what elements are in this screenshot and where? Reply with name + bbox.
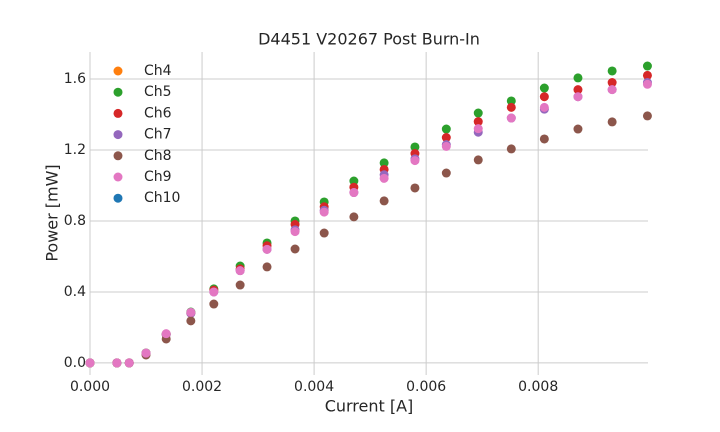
legend-label: Ch5 [144,84,172,100]
y-tick-label: 0.8 [64,213,86,229]
legend-marker [113,193,123,203]
data-point [607,66,617,76]
data-point [473,117,483,127]
x-tick-label: 0.004 [294,379,334,395]
data-point [573,85,583,95]
data-point [539,92,549,102]
data-point [379,173,389,183]
y-tick-label: 0.0 [64,355,86,371]
data-point [349,188,359,198]
data-point [85,358,95,368]
data-point [349,212,359,222]
data-point [141,348,151,358]
legend-label: Ch9 [144,169,172,185]
legend-label: Ch10 [144,190,180,206]
data-point [186,307,196,317]
data-point [441,124,451,134]
data-point [319,207,329,217]
data-point [319,228,329,238]
data-point [290,227,300,237]
legend-marker [113,66,123,76]
data-point [410,142,420,152]
x-axis-label: Current [A] [325,397,414,416]
data-point [161,329,171,339]
y-tick-label: 1.6 [64,71,86,87]
data-point [506,113,516,123]
legend-label: Ch6 [144,105,172,121]
data-point [607,117,617,127]
legend-marker [113,87,123,97]
data-point [379,158,389,168]
data-point [262,244,272,254]
data-point [441,168,451,178]
data-point [539,134,549,144]
legend-marker [113,130,123,140]
legend-label: Ch7 [144,127,172,143]
data-point [379,196,389,206]
legend-marker [113,172,123,182]
data-point [473,108,483,118]
data-point [473,155,483,165]
data-point [262,262,272,272]
x-tick-label: 0.002 [182,379,222,395]
data-point [124,358,134,368]
legend-marker [113,151,123,161]
data-point [642,70,652,80]
data-point [573,92,583,102]
data-point [235,280,245,290]
data-point [235,266,245,276]
data-point [209,299,219,309]
data-point [607,78,617,88]
legend-marker [113,108,123,118]
data-point [441,141,451,151]
x-tick-label: 0.000 [70,379,110,395]
data-point [506,144,516,154]
data-point [473,124,483,134]
data-point [506,102,516,112]
data-point [539,102,549,112]
data-point [441,133,451,143]
data-point [573,73,583,83]
data-point [607,85,617,95]
data-point [349,176,359,186]
data-point [410,156,420,166]
y-tick-label: 1.2 [64,142,86,158]
data-point [573,124,583,134]
data-point [539,83,549,93]
x-tick-label: 0.008 [518,379,558,395]
y-tick-label: 0.4 [64,284,86,300]
data-point [506,96,516,106]
legend-label: Ch8 [144,148,172,164]
data-point [410,183,420,193]
data-point [112,358,122,368]
data-point [642,79,652,89]
data-point [186,316,196,326]
data-point [642,61,652,71]
y-axis-label: Power [mW] [43,164,62,261]
x-tick-label: 0.006 [406,379,446,395]
legend-label: Ch4 [144,63,172,79]
data-point [642,111,652,121]
data-point [290,244,300,254]
data-point [209,287,219,297]
chart-title: D4451 V20267 Post Burn-In [258,30,480,49]
